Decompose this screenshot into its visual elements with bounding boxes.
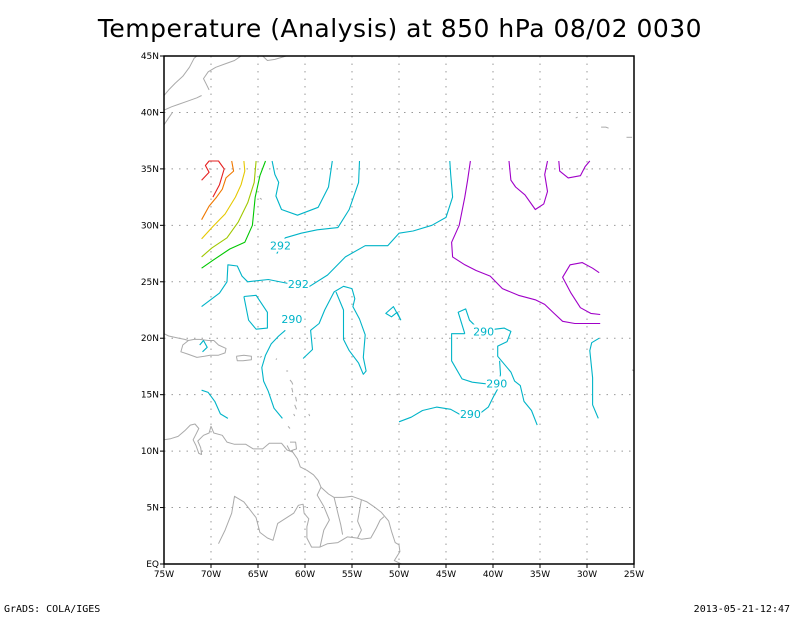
contour-line [271, 160, 333, 216]
lon-tick-label: 35W [530, 570, 550, 580]
contour-label-background [459, 406, 482, 420]
contour-label-background [485, 376, 508, 390]
contour-label-background [472, 324, 495, 338]
lon-tick-label: 45W [436, 570, 456, 580]
contour-label: 290 [460, 408, 481, 421]
contour-line [201, 160, 225, 198]
contour-label: 292 [270, 240, 291, 253]
lat-tick-label: 15N [141, 391, 159, 401]
coastline-segment [294, 404, 297, 410]
coastline-segment [235, 354, 252, 362]
coastline-segment [286, 441, 297, 452]
lat-tick-label: 35N [141, 165, 159, 175]
coastline-segment [275, 358, 278, 361]
coastline-segment [291, 387, 294, 393]
coastline-segment [295, 396, 297, 402]
lon-tick-label: 55W [342, 570, 362, 580]
contour-line [589, 337, 600, 419]
contour-line [451, 160, 601, 325]
lon-tick-label: 70W [201, 570, 221, 580]
coastline-segment [203, 56, 242, 91]
longitude-axis: 75W 70W 65W 60W 55W 50W 45W 40W 35W 30W 25W [154, 564, 644, 580]
coastline-segment [259, 355, 263, 358]
coastline-segment [259, 197, 263, 200]
coastline-segment [357, 499, 362, 539]
coastline-segment [308, 413, 311, 417]
contour-line [199, 339, 208, 353]
contour-line [201, 160, 454, 308]
lat-tick-label: 40N [141, 108, 159, 118]
lat-tick-label: EQ [146, 560, 159, 570]
coastline-segment [293, 413, 296, 417]
lon-tick-label: 50W [389, 570, 409, 580]
coastlines [164, 56, 634, 564]
coastline-segment [289, 379, 294, 385]
temperature-contours [199, 160, 601, 426]
coastline-segment [164, 95, 202, 111]
lat-tick-label: 25N [141, 278, 159, 288]
coastline-segment [287, 425, 291, 429]
lat-tick-label: 20N [141, 334, 159, 344]
coastline-segment [262, 56, 287, 61]
contour-line [201, 160, 267, 269]
lat-tick-label: 45N [141, 52, 159, 62]
lon-tick-label: 40W [483, 570, 503, 580]
contour-line [201, 160, 235, 220]
contour-line [201, 160, 246, 240]
lon-tick-label: 25W [624, 570, 644, 580]
lat-tick-label: 30N [141, 221, 159, 231]
contour-line [562, 262, 601, 316]
lat-tick-label: 5N [147, 504, 159, 514]
lon-tick-label: 60W [295, 570, 315, 580]
contour-line [558, 160, 591, 179]
coastline-segment [316, 486, 330, 548]
coastline-segment [164, 423, 403, 564]
lon-tick-label: 75W [154, 570, 174, 580]
contour-line [201, 389, 229, 419]
coastline-segment [575, 116, 578, 119]
coastline-segment [164, 56, 198, 96]
contour-label: 290 [473, 325, 494, 338]
coastline-segment [333, 497, 344, 535]
contour-line [261, 329, 286, 419]
contour-line [385, 306, 402, 321]
contour-label-background [280, 312, 303, 326]
contour-labels: 292 292 290 290 290 290 [269, 238, 508, 421]
contour-label-background [269, 238, 292, 252]
coastline-segment [601, 126, 609, 129]
coastline-segment [218, 495, 385, 548]
contour-line [201, 160, 257, 258]
contour-label: 292 [288, 278, 309, 291]
contour-label: 290 [486, 377, 507, 390]
coastline-segment [164, 333, 227, 358]
contour-line [457, 308, 538, 426]
contour-label: 290 [281, 313, 302, 326]
contour-line [398, 360, 502, 423]
contour-line [508, 160, 549, 211]
contour-line [243, 294, 268, 330]
contour-line [302, 285, 367, 375]
footer-timestamp: 2013-05-21-12:47 [693, 604, 790, 615]
map-title: Temperature (Analysis) at 850 hPa 08/02 … [97, 14, 703, 43]
lon-tick-label: 30W [577, 570, 597, 580]
lat-tick-label: 10N [141, 447, 159, 457]
contour-label-background [287, 277, 310, 291]
lon-tick-label: 65W [248, 570, 268, 580]
latitude-axis: EQ 5N 10N 15N 20N 25N 30N 35N 40N 45N [141, 52, 164, 570]
coastline-segment [164, 112, 173, 126]
grid-lines [164, 56, 634, 564]
footer-credit: GrADS: COLA/IGES [4, 604, 101, 615]
contour-line [276, 160, 361, 254]
